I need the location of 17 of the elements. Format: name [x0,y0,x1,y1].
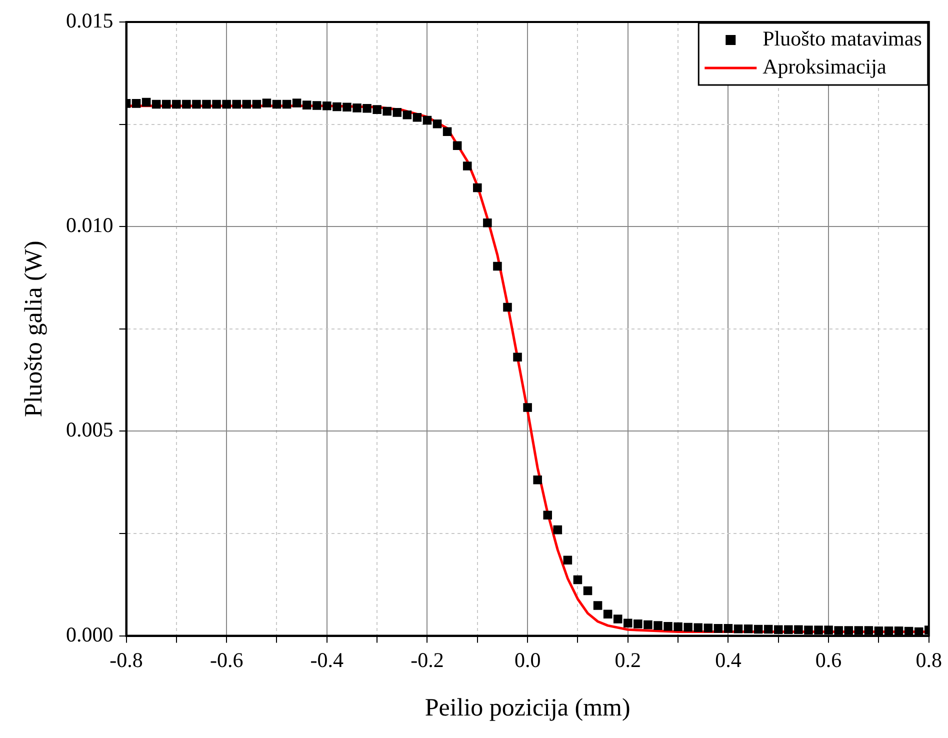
x-tick-label: 0.6 [815,648,842,672]
x-axis-title: Peilio pozicija (mm) [424,694,630,722]
x-tick-label: 0.8 [916,648,942,672]
x-tick-label: -0.2 [410,648,444,672]
x-tick-label: -0.6 [210,648,244,672]
y-tick-label: 0.010 [66,213,114,238]
x-tick-label: -0.4 [310,648,344,672]
legend-label: Aproksimacija [762,54,887,79]
y-tick-label: 0.000 [66,622,114,646]
legend-label: Pluošto matavimas [762,26,922,51]
x-tick-label: 0.0 [514,648,541,672]
y-axis-title: Pluošto galia (W) [20,240,48,418]
y-tick-label: 0.005 [66,418,114,442]
x-tick-label: -0.8 [110,648,143,672]
y-tick-label: 0.015 [66,8,114,33]
x-tick-label: 0.4 [715,648,742,672]
x-tick-label: 0.2 [614,648,642,672]
